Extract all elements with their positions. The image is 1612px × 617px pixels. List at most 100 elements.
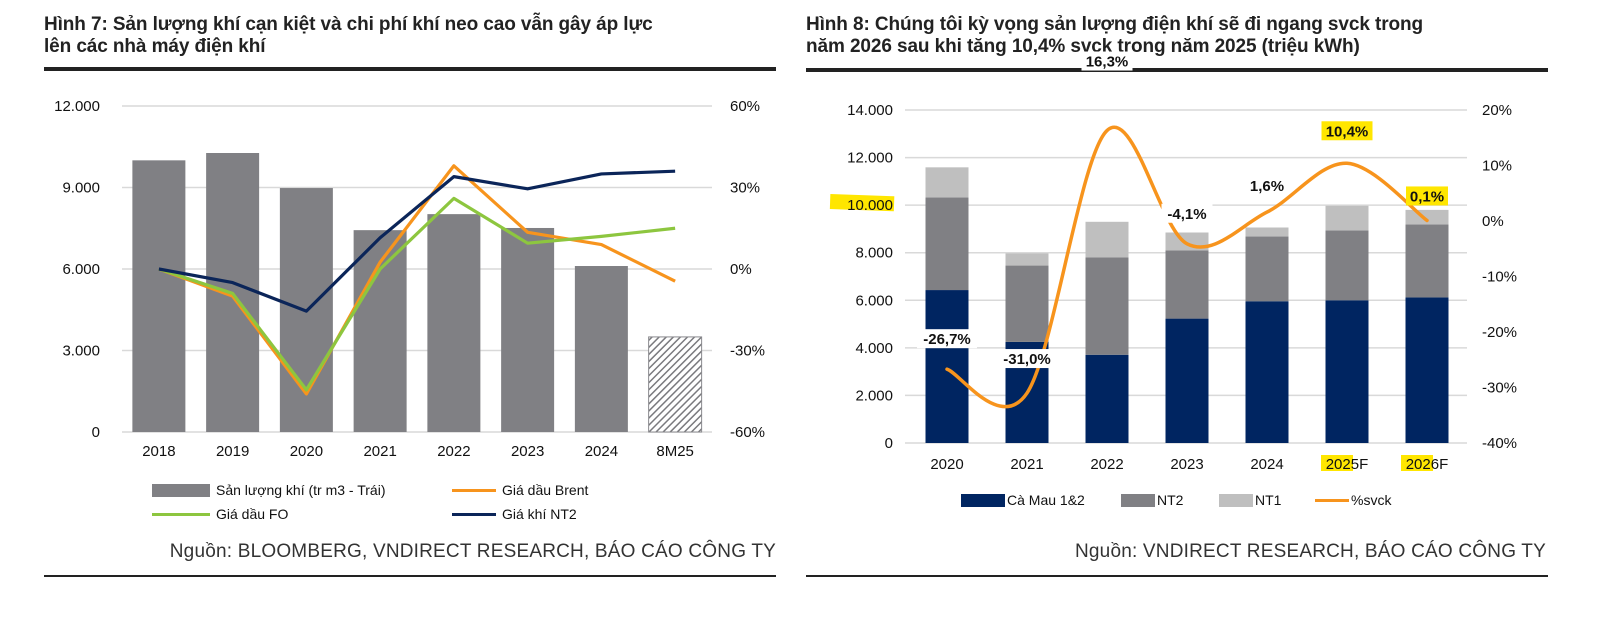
bar-segment-nt2-2022 [1085,257,1129,355]
bar-segment-nt1-2024 [1245,227,1289,237]
figure-8-bottom-rule [806,575,1548,577]
y-left-tick-label: 9.000 [62,180,100,197]
data-label-svck: 0,1% [1410,188,1444,205]
legend-item-ca-mau: Cà Mau 1&2 [961,492,1085,508]
data-label-bg [1246,176,1288,196]
bar-2023 [501,227,555,432]
legend-label: Giá dầu Brent [502,482,589,498]
x-tick-label: 2024 [1250,456,1283,473]
figure-8-title-line2: năm 2026 sau khi tăng 10,4% svck trong n… [806,36,1360,57]
legend-swatch-nt2-gas [452,512,496,516]
x-tick-label: 2025F [1326,456,1369,473]
x-tick-label: 2022 [437,443,470,460]
x-tick-label: 2019 [216,443,249,460]
data-label-bg [1081,51,1133,71]
legend-item-gas-volume: Sản lượng khí (tr m3 - Trái) [152,482,385,498]
data-label-svck: -26,7% [923,331,971,348]
x-tick-label: 2021 [1010,456,1043,473]
figure-7-source: Nguồn: BLOOMBERG, VNDIRECT RESEARCH, BÁO… [169,541,776,562]
bar-segment-nt1-2020 [925,167,969,198]
y-right-tick-label: -10% [1482,269,1517,286]
x-tick-label: 2023 [511,443,544,460]
y-left-tick-label: 3.000 [62,343,100,360]
data-label-svck: 10,4% [1326,123,1369,140]
data-label-svck: -31,0% [1003,351,1051,368]
data-label-bg [917,329,977,349]
figure-8-chart: -26,7% -31,0% 16,3% -4,1% 1,6% 10,4% 0,1% 0 2.0… [829,51,1517,473]
legend-item-brent: Giá dầu Brent [452,482,588,498]
bar-segment-nt1-2026F [1405,209,1449,225]
figure-8-source: Nguồn: VNDIRECT RESEARCH, BÁO CÁO CÔNG T… [1074,541,1546,562]
legend-label: Giá dầu FO [216,506,289,522]
y-left-tick-label: 2.000 [855,387,893,404]
y-left-tick-label: 6.000 [855,292,893,309]
data-label-svck: 16,3% [1086,54,1129,71]
bar-segment-c-mau-1-2-2026F [1405,297,1449,443]
y-right-tick-label: 0% [730,261,752,278]
legend-label: NT2 [1157,492,1184,508]
series-line-giá-dầu-fo [158,196,676,392]
y-right-tick-label: -20% [1482,324,1517,341]
bar-segment-c-mau-1-2-2025F [1325,300,1369,443]
y-left-tick-label: 4.000 [855,340,893,357]
legend-label: Sản lượng khí (tr m3 - Trái) [216,482,386,498]
figure-7-title: Hình 7: Sản lượng khí cạn kiệt và chi ph… [44,14,653,58]
y-right-tick-label: 20% [1482,102,1512,119]
highlight-mark [1321,455,1353,471]
data-label-svck: -4,1% [1167,206,1206,223]
data-label-bg [997,349,1057,369]
bar-segment-c-mau-1-2-2022 [1085,354,1129,443]
y-left-tick-label: 6.000 [62,261,100,278]
bar-2024 [574,266,628,432]
bar-segment-nt2-2025F [1325,230,1369,301]
legend-swatch-svck [1315,498,1349,502]
bar-segment-nt2-2023 [1165,250,1209,319]
y-left-tick-label: 8.000 [855,245,893,262]
bar-2018 [132,160,186,432]
bar-segment-c-mau-1-2-2023 [1165,318,1209,443]
figure-7-legend: Sản lượng khí (tr m3 - Trái) Giá dầu Bre… [152,482,752,526]
figure-8-title-rule [806,68,1548,72]
bar-segment-nt1-2022 [1085,221,1129,258]
y-right-tick-label: -40% [1482,435,1517,452]
y-right-tick-label: -30% [1482,380,1517,397]
y-right-tick-label: -60% [730,424,765,441]
legend-label: NT1 [1255,492,1282,508]
y-right-tick-label: 0% [1482,213,1504,230]
data-label-bg [1161,203,1213,223]
y-right-tick-label: 60% [730,98,760,115]
legend-swatch-ca-mau [961,493,1005,507]
figure-8-title-line1: Hình 8: Chúng tôi kỳ vọng sản lượng điện… [806,14,1424,35]
legend-label: Giá khí NT2 [502,506,577,522]
figure-8-title: Hình 8: Chúng tôi kỳ vọng sản lượng điện… [806,14,1423,58]
figure-7-title-rule [44,67,776,71]
data-label-bg [1406,186,1448,206]
y-left-tick-label: 12.000 [847,150,893,167]
y-right-tick-label: -30% [730,343,765,360]
series-line-giá-dầu-brent [158,164,676,396]
y-left-tick-label: 0 [885,435,893,452]
bar-8M25 [648,336,703,433]
x-tick-label: 2024 [585,443,618,460]
y-right-tick-label: 30% [730,180,760,197]
figure-7-panel: Hình 7: Sản lượng khí cạn kiệt và chi ph… [44,0,806,617]
highlight-mark [1401,455,1433,471]
legend-swatch-gas-volume [152,483,210,497]
legend-swatch-fo [152,512,210,516]
bar-segment-nt2-2021 [1005,265,1049,342]
y-left-tick-label: 10.000 [847,197,893,214]
y-left-tick-label: 14.000 [847,102,893,119]
legend-item-nt1: NT1 [1219,492,1281,508]
legend-label: Cà Mau 1&2 [1007,492,1085,508]
legend-swatch-nt2 [1121,493,1155,507]
data-label-bg [1321,121,1373,141]
bar-segment-nt1-2025F [1325,205,1369,231]
bar-segment-nt2-2020 [925,197,969,291]
legend-item-nt2: NT2 [1121,492,1183,508]
x-tick-label: 2020 [290,443,323,460]
x-tick-label: 2020 [930,456,963,473]
x-tick-label: 2022 [1090,456,1123,473]
x-tick-label: 2023 [1170,456,1203,473]
bar-segment-nt2-2024 [1245,236,1289,302]
y-left-tick-label: 12.000 [54,98,100,115]
